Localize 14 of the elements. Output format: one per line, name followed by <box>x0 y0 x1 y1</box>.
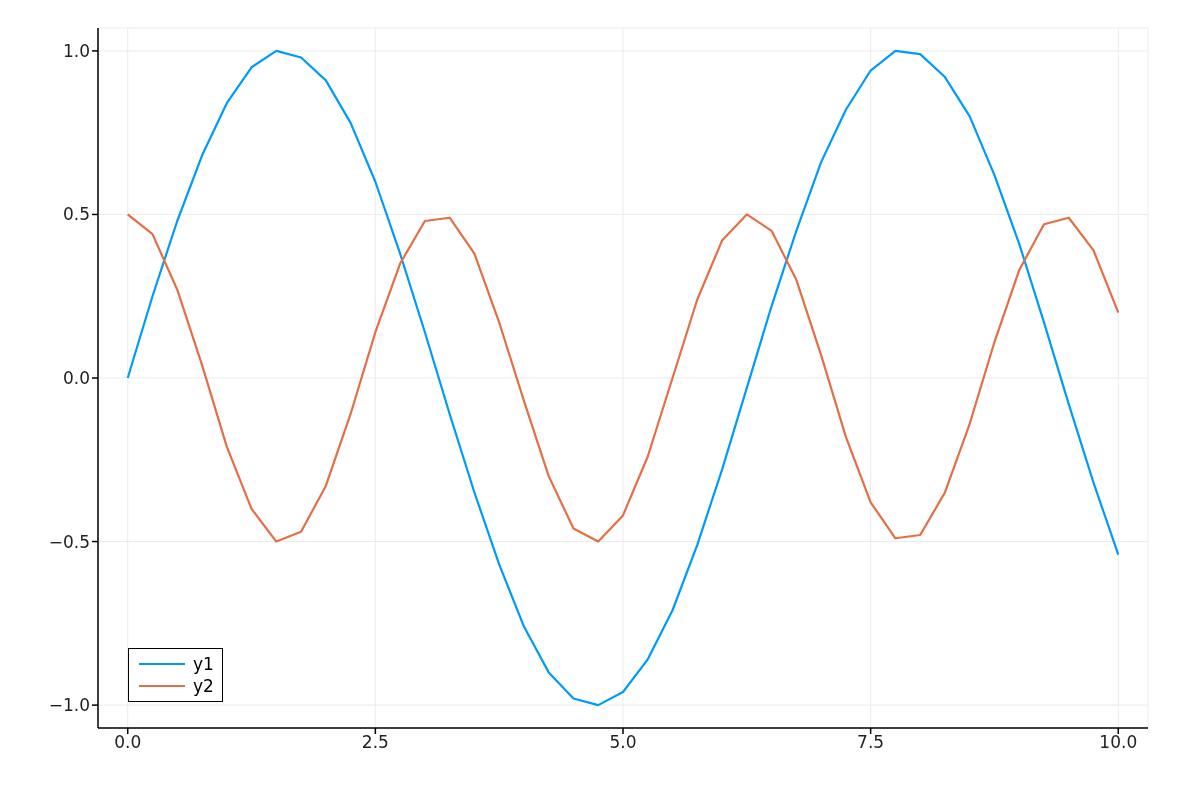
y-tick-label: −0.5 <box>48 531 90 552</box>
x-tick-label: 10.0 <box>1099 732 1138 753</box>
legend-label: y2 <box>193 675 214 697</box>
line-series <box>126 213 1120 543</box>
line-series <box>126 49 1120 707</box>
x-tick-label: 7.5 <box>857 732 885 753</box>
x-tick-label: 5.0 <box>609 732 637 753</box>
x-tick-label: 0.0 <box>114 732 142 753</box>
y-tick-label: −1.0 <box>48 695 90 716</box>
x-tick-label: 2.5 <box>361 732 389 753</box>
y-tick-label: 0.0 <box>62 368 90 389</box>
legend-label: y1 <box>193 653 214 675</box>
y-tick-label: 0.5 <box>62 204 90 225</box>
y-tick-label: 1.0 <box>62 40 90 61</box>
